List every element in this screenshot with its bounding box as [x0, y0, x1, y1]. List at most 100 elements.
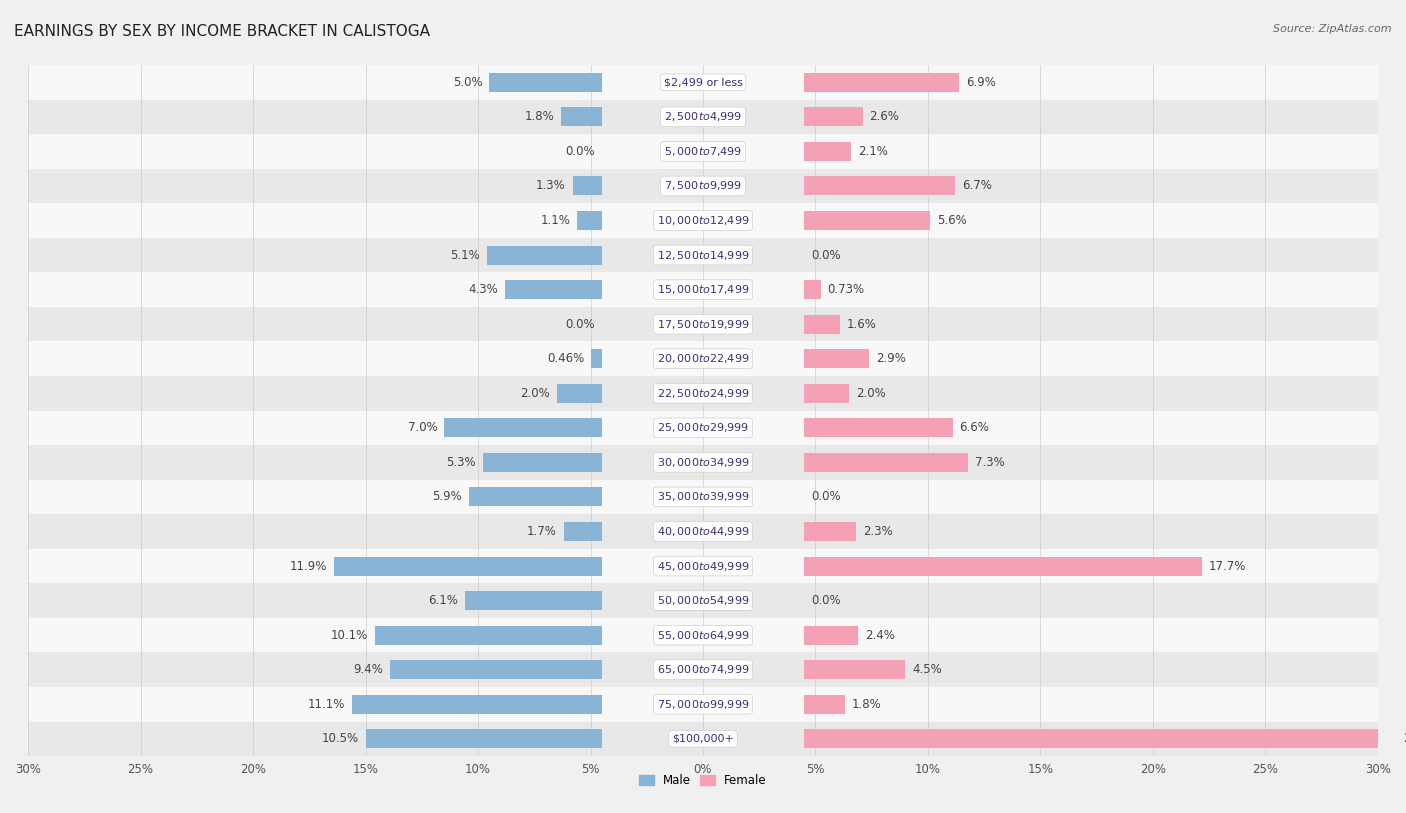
Text: 5.1%: 5.1% — [450, 249, 481, 262]
Text: 2.0%: 2.0% — [520, 387, 550, 400]
Bar — [564, 522, 602, 541]
Text: $50,000 to $54,999: $50,000 to $54,999 — [657, 594, 749, 607]
Bar — [28, 99, 1378, 134]
Bar — [28, 134, 1378, 168]
Text: 0.0%: 0.0% — [565, 145, 595, 158]
Text: $15,000 to $17,499: $15,000 to $17,499 — [657, 283, 749, 296]
Bar — [444, 419, 602, 437]
Text: 26.3%: 26.3% — [1403, 733, 1406, 746]
Text: 0.46%: 0.46% — [547, 352, 585, 365]
Bar — [28, 514, 1378, 549]
Text: Source: ZipAtlas.com: Source: ZipAtlas.com — [1274, 24, 1392, 34]
Text: 11.1%: 11.1% — [308, 698, 346, 711]
Bar — [489, 73, 602, 92]
Bar — [804, 626, 858, 645]
Bar — [28, 583, 1378, 618]
Text: 4.5%: 4.5% — [912, 663, 942, 676]
Text: $100,000+: $100,000+ — [672, 734, 734, 744]
Text: 1.6%: 1.6% — [846, 318, 877, 331]
Text: 2.4%: 2.4% — [865, 628, 894, 641]
Bar — [804, 557, 1202, 576]
Bar — [804, 453, 969, 472]
Text: 5.3%: 5.3% — [446, 456, 475, 469]
Text: $7,500 to $9,999: $7,500 to $9,999 — [664, 180, 742, 193]
Bar — [804, 350, 869, 368]
Bar — [28, 652, 1378, 687]
Bar — [572, 176, 602, 195]
Text: 1.7%: 1.7% — [527, 525, 557, 538]
Text: $17,500 to $19,999: $17,500 to $19,999 — [657, 318, 749, 331]
Text: $10,000 to $12,499: $10,000 to $12,499 — [657, 214, 749, 227]
Text: EARNINGS BY SEX BY INCOME BRACKET IN CALISTOGA: EARNINGS BY SEX BY INCOME BRACKET IN CAL… — [14, 24, 430, 39]
Text: $40,000 to $44,999: $40,000 to $44,999 — [657, 525, 749, 538]
Text: 0.0%: 0.0% — [565, 318, 595, 331]
Bar — [28, 480, 1378, 514]
Bar — [804, 522, 856, 541]
Bar — [28, 272, 1378, 307]
Bar — [557, 384, 602, 402]
Text: 6.6%: 6.6% — [959, 421, 990, 434]
Bar — [28, 549, 1378, 583]
Text: 2.1%: 2.1% — [858, 145, 889, 158]
Text: 1.3%: 1.3% — [536, 180, 565, 193]
Text: $12,500 to $14,999: $12,500 to $14,999 — [657, 249, 749, 262]
Bar — [576, 211, 602, 230]
Bar — [374, 626, 602, 645]
Text: 6.9%: 6.9% — [966, 76, 995, 89]
Bar — [28, 307, 1378, 341]
Bar — [804, 695, 845, 714]
Bar — [804, 419, 953, 437]
Bar — [804, 384, 849, 402]
Bar — [804, 176, 955, 195]
Bar — [804, 107, 863, 126]
Text: 2.3%: 2.3% — [863, 525, 893, 538]
Bar — [28, 618, 1378, 652]
Text: 0.73%: 0.73% — [827, 283, 865, 296]
Bar — [28, 203, 1378, 237]
Text: 7.0%: 7.0% — [408, 421, 437, 434]
Bar — [804, 142, 852, 161]
Text: $30,000 to $34,999: $30,000 to $34,999 — [657, 456, 749, 469]
Bar — [505, 280, 602, 299]
Text: 1.1%: 1.1% — [540, 214, 571, 227]
Text: 10.5%: 10.5% — [322, 733, 359, 746]
Text: $20,000 to $22,499: $20,000 to $22,499 — [657, 352, 749, 365]
Bar — [335, 557, 602, 576]
Text: 1.8%: 1.8% — [524, 111, 554, 124]
Text: $2,500 to $4,999: $2,500 to $4,999 — [664, 111, 742, 124]
Text: 2.9%: 2.9% — [876, 352, 905, 365]
Text: 5.9%: 5.9% — [433, 490, 463, 503]
Text: $2,499 or less: $2,499 or less — [664, 77, 742, 87]
Text: 2.6%: 2.6% — [869, 111, 900, 124]
Text: 5.0%: 5.0% — [453, 76, 482, 89]
Text: 6.7%: 6.7% — [962, 180, 991, 193]
Bar — [366, 729, 602, 748]
Bar — [464, 591, 602, 610]
Text: 1.8%: 1.8% — [852, 698, 882, 711]
Text: $45,000 to $49,999: $45,000 to $49,999 — [657, 559, 749, 572]
Bar — [486, 246, 602, 264]
Bar — [561, 107, 602, 126]
Text: $55,000 to $64,999: $55,000 to $64,999 — [657, 628, 749, 641]
Bar — [28, 237, 1378, 272]
Bar — [28, 168, 1378, 203]
Text: $75,000 to $99,999: $75,000 to $99,999 — [657, 698, 749, 711]
Text: 2.0%: 2.0% — [856, 387, 886, 400]
Bar — [28, 411, 1378, 445]
Bar — [804, 280, 821, 299]
Bar — [482, 453, 602, 472]
Text: 0.0%: 0.0% — [811, 490, 841, 503]
Bar — [470, 488, 602, 506]
Text: $65,000 to $74,999: $65,000 to $74,999 — [657, 663, 749, 676]
Text: 9.4%: 9.4% — [354, 663, 384, 676]
Bar — [804, 73, 959, 92]
Text: 7.3%: 7.3% — [976, 456, 1005, 469]
Bar — [28, 376, 1378, 411]
Bar — [352, 695, 602, 714]
Text: 4.3%: 4.3% — [468, 283, 498, 296]
Text: 0.0%: 0.0% — [811, 594, 841, 607]
Bar — [28, 445, 1378, 480]
Text: 17.7%: 17.7% — [1209, 559, 1247, 572]
Text: 5.6%: 5.6% — [936, 214, 967, 227]
Text: 6.1%: 6.1% — [427, 594, 458, 607]
